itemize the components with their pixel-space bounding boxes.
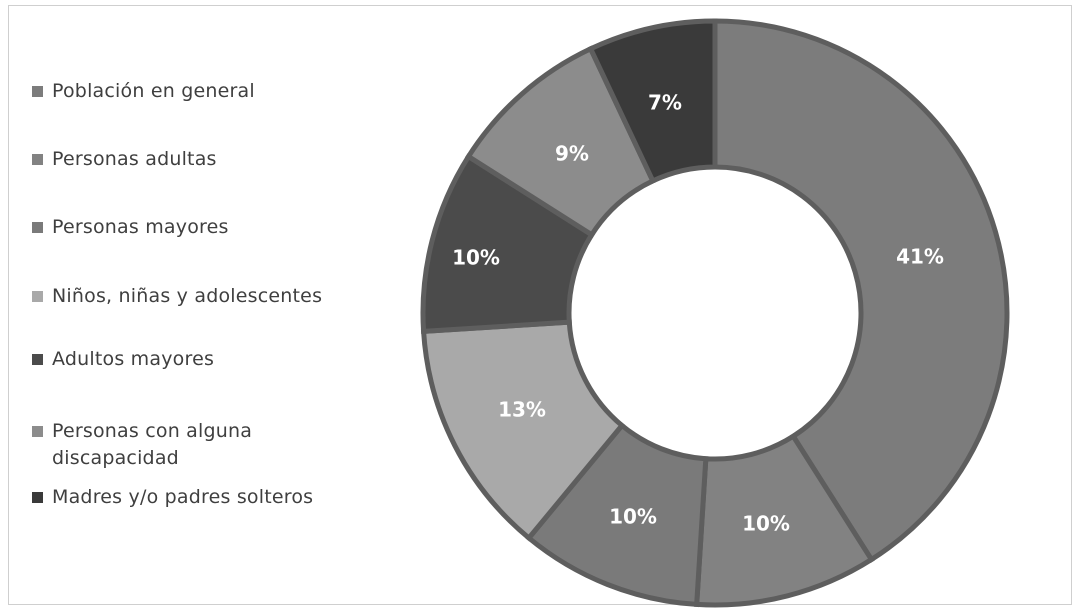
legend-swatch	[32, 154, 43, 165]
legend-item-personas-discapacidad: Personas con alguna discapacidad	[32, 418, 252, 472]
legend-swatch	[32, 426, 43, 437]
slice-data-label: 10%	[742, 512, 790, 536]
legend-label: Niños, niñas y adolescentes	[52, 285, 323, 307]
legend-item-ninos-adolescentes: Niños, niñas y adolescentes	[32, 283, 322, 310]
slice-data-label: 13%	[498, 398, 546, 422]
legend-swatch	[32, 492, 43, 503]
donut-slice	[712, 18, 1010, 563]
slice-data-label: 7%	[648, 91, 682, 115]
legend-label: Madres y/o padres solteros	[52, 486, 314, 508]
slice-data-label: 10%	[609, 505, 657, 529]
slice-data-label: 10%	[452, 246, 500, 270]
legend-swatch	[32, 291, 43, 302]
slice-data-label: 41%	[896, 245, 944, 269]
legend-item-personas-mayores: Personas mayores	[32, 214, 229, 241]
legend-label: Personas con alguna discapacidad	[52, 418, 252, 472]
legend-item-adultos-mayores: Adultos mayores	[32, 346, 214, 373]
legend-label-line: discapacidad	[52, 447, 179, 469]
legend-label: Personas mayores	[52, 216, 229, 238]
legend-swatch	[32, 86, 43, 97]
donut-slice	[587, 18, 718, 185]
slice-data-label: 9%	[555, 142, 589, 166]
donut-slices	[420, 18, 1010, 608]
legend-item-madres-padres-solteros: Madres y/o padres solteros	[32, 484, 313, 511]
legend-swatch	[32, 354, 43, 365]
legend-label-line: Personas con alguna	[52, 420, 253, 442]
legend-item-personas-adultas: Personas adultas	[32, 146, 217, 173]
legend-label: Población en general	[52, 80, 255, 102]
donut-data-labels: 41% 10% 10% 13% 10% 9% 7%	[452, 91, 944, 536]
legend-label: Adultos mayores	[52, 348, 215, 370]
donut-slice	[420, 319, 626, 542]
legend-label: Personas adultas	[52, 148, 217, 170]
legend-swatch	[32, 222, 43, 233]
legend-item-poblacion-general: Población en general	[32, 78, 255, 105]
